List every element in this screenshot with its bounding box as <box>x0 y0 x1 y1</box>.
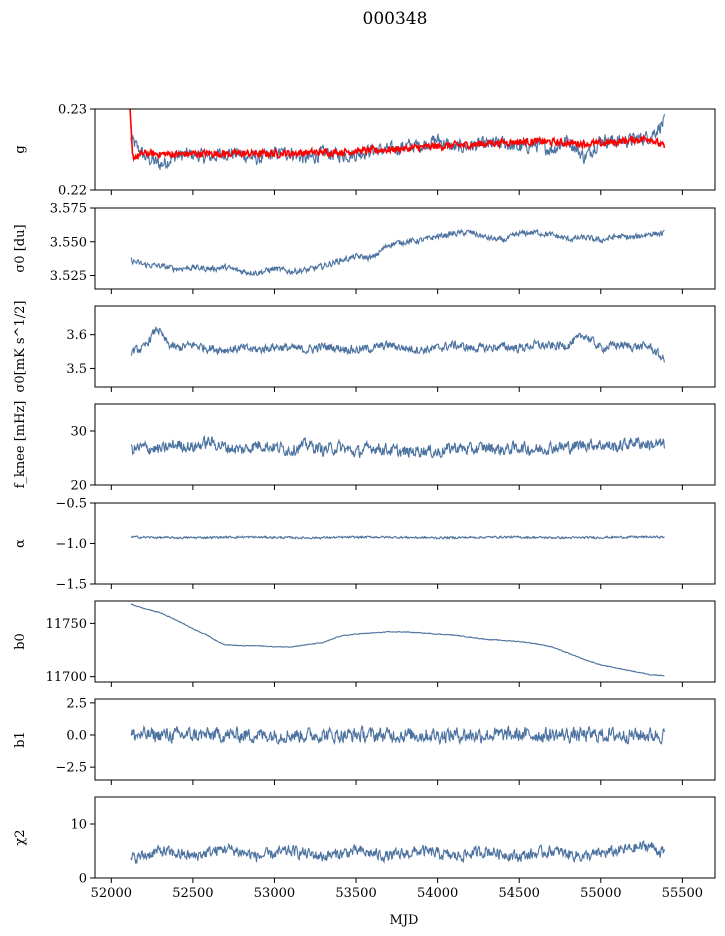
series-line <box>130 840 665 864</box>
y-tick-label: 3.525 <box>50 269 87 284</box>
y-tick-label: 0.0 <box>66 729 87 744</box>
y-axis-label: α <box>13 539 28 548</box>
axes-frame <box>94 698 716 781</box>
x-tick-label: 54500 <box>499 886 540 901</box>
x-tick-label: 53500 <box>335 886 376 901</box>
y-tick-label: 0 <box>79 872 87 887</box>
y-tick-label: 0.23 <box>58 103 87 118</box>
series-line <box>130 603 665 677</box>
axes-frame <box>94 207 716 290</box>
axes-frame <box>94 600 716 683</box>
y-axis-label: g <box>13 145 28 153</box>
x-tick-label: 55500 <box>662 886 703 901</box>
y-axis-label: b0 <box>13 633 28 650</box>
y-tick-label: 10 <box>70 818 87 833</box>
subplot-panel: 3.5 3.6 σ0[mK s^1/2] <box>13 301 716 393</box>
y-axis-label: χ2 <box>13 829 28 845</box>
subplot-panel: −2.5 0.0 2.5 b1 <box>13 696 716 785</box>
subplot-panel: 20 30 f_knee [mHz] <box>13 401 716 494</box>
axes-frame <box>94 108 716 191</box>
x-axis-label: MJD <box>390 913 419 928</box>
y-tick-label: 3.550 <box>50 235 87 250</box>
model-line <box>129 109 666 163</box>
y-tick-label: 20 <box>70 479 87 494</box>
subplots: 0.22 0.23 g 3.525 3.550 3.575 σ0 [du] 3.5 3.6 σ0[… <box>13 103 716 901</box>
y-tick-label: 2.5 <box>66 696 87 711</box>
y-tick-label: 3.575 <box>50 202 87 217</box>
series-line <box>130 326 665 363</box>
y-tick-label: −0.5 <box>55 497 87 512</box>
subplot-panel: 11700 11750 b0 <box>13 600 716 687</box>
y-tick-label: 11700 <box>46 670 87 685</box>
axes-frame <box>94 403 716 486</box>
figure-title: 000348 <box>363 9 428 29</box>
y-tick-label: −2.5 <box>55 761 87 776</box>
series-line <box>130 434 665 459</box>
series-line <box>130 114 665 170</box>
y-axis-label: σ0[mK s^1/2] <box>13 301 28 393</box>
y-tick-label: 3.5 <box>66 362 87 377</box>
x-tick-label: 53000 <box>254 886 295 901</box>
x-tick-label: 55000 <box>580 886 621 901</box>
subplot-panel: 0 10 52000 52500 53000 53500 54000 54500 55000 55… <box>13 796 716 901</box>
x-tick-label: 52500 <box>172 886 213 901</box>
y-tick-label: −1.0 <box>55 537 87 552</box>
series-line <box>130 724 665 746</box>
subplot-panel: 0.22 0.23 g <box>13 103 716 199</box>
y-tick-label: 11750 <box>46 617 87 632</box>
y-tick-label: 30 <box>70 425 87 440</box>
series-line <box>130 228 665 277</box>
axes-frame <box>94 305 716 388</box>
y-axis-label: f_knee [mHz] <box>13 401 28 489</box>
y-tick-label: 3.6 <box>66 328 87 343</box>
y-tick-label: −1.5 <box>55 578 87 593</box>
subplot-panel: 3.525 3.550 3.575 σ0 [du] <box>13 202 716 294</box>
y-axis-label: b1 <box>13 731 28 748</box>
axes-frame <box>94 502 716 585</box>
y-tick-label: 0.22 <box>58 184 87 199</box>
axes-frame <box>94 796 716 879</box>
subplot-panel: −1.5 −1.0 −0.5 α <box>13 497 716 593</box>
x-tick-label: 54000 <box>417 886 458 901</box>
y-axis-label: σ0 [du] <box>13 224 28 272</box>
x-tick-label: 52000 <box>91 886 132 901</box>
series-line <box>130 534 665 540</box>
